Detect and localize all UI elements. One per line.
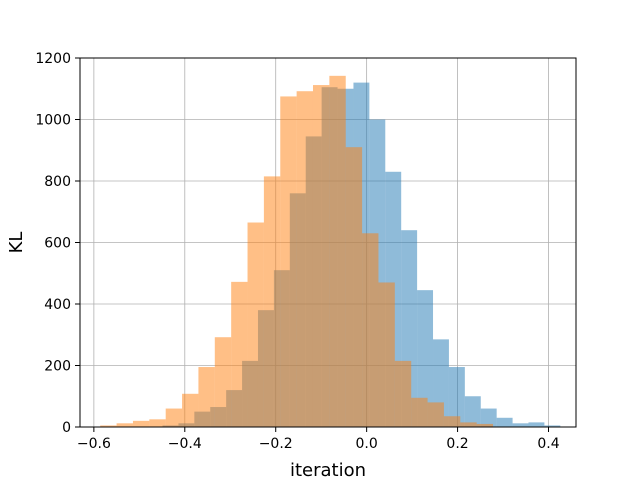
- x-tick-label: −0.4: [168, 436, 202, 452]
- histogram-bar: [280, 96, 297, 427]
- y-tick-label: 0: [62, 420, 71, 436]
- histogram-bar: [149, 419, 166, 427]
- histogram-bar: [263, 176, 281, 427]
- y-axis-label: KL: [6, 232, 27, 254]
- x-axis-label: iteration: [290, 460, 366, 480]
- histogram-bar: [214, 337, 232, 427]
- histogram-bar: [480, 408, 497, 427]
- histogram-bar: [378, 282, 395, 427]
- histogram-bar: [312, 85, 330, 427]
- histogram-bar: [512, 423, 529, 427]
- histogram-bar: [231, 281, 248, 427]
- histogram-bar: [528, 422, 545, 427]
- histogram-bar: [345, 147, 363, 428]
- histogram-bar: [460, 422, 477, 427]
- histogram-bar: [411, 397, 428, 427]
- y-tick-label: 400: [44, 297, 71, 313]
- y-tick-label: 1200: [35, 51, 71, 67]
- histogram-bar: [544, 425, 561, 427]
- histogram-bar: [496, 417, 513, 427]
- histogram-bar: [443, 416, 461, 427]
- y-tick-label: 200: [44, 359, 71, 375]
- histogram-bar: [198, 367, 215, 427]
- y-axis-ticks: 0 200 400 600 800 1000 1200: [35, 51, 80, 436]
- histogram-bar: [165, 408, 183, 427]
- histogram-bar: [296, 91, 313, 428]
- histogram-bar: [476, 423, 494, 427]
- histogram-bar: [100, 425, 117, 427]
- histogram-bar: [427, 402, 444, 427]
- histogram-bar: [247, 222, 264, 427]
- histogram-bar: [394, 360, 412, 427]
- x-tick-label: −0.6: [77, 436, 111, 452]
- histogram-bar: [448, 367, 465, 427]
- histogram-bar: [132, 420, 150, 427]
- histogram-bar: [329, 75, 346, 428]
- x-axis-ticks: −0.6 −0.4 −0.2 0.0 0.2 0.4: [77, 427, 560, 452]
- x-tick-label: −0.2: [259, 436, 293, 452]
- histogram-bar: [182, 393, 199, 427]
- histogram-bar: [116, 423, 133, 427]
- histogram-bar: [362, 233, 379, 427]
- x-tick-label: 0.4: [537, 436, 559, 452]
- histogram-bars: [100, 75, 561, 428]
- x-tick-label: 0.0: [356, 436, 378, 452]
- y-tick-label: 800: [44, 174, 71, 190]
- y-tick-label: 600: [44, 236, 71, 252]
- x-tick-label: 0.2: [446, 436, 468, 452]
- y-tick-label: 1000: [35, 113, 71, 129]
- histogram-bar: [417, 290, 434, 427]
- histogram-bar: [464, 396, 481, 427]
